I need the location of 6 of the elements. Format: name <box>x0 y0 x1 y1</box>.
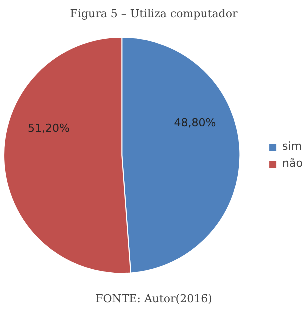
data-label: 51,20% <box>28 122 70 136</box>
legend-label: sim <box>282 140 303 153</box>
source-note: FONTE: Autor(2016) <box>96 292 212 306</box>
chart-title: Figura 5 – Utiliza computador <box>70 8 238 20</box>
legend-label: não <box>282 157 303 170</box>
data-label: 48,80% <box>174 116 216 130</box>
